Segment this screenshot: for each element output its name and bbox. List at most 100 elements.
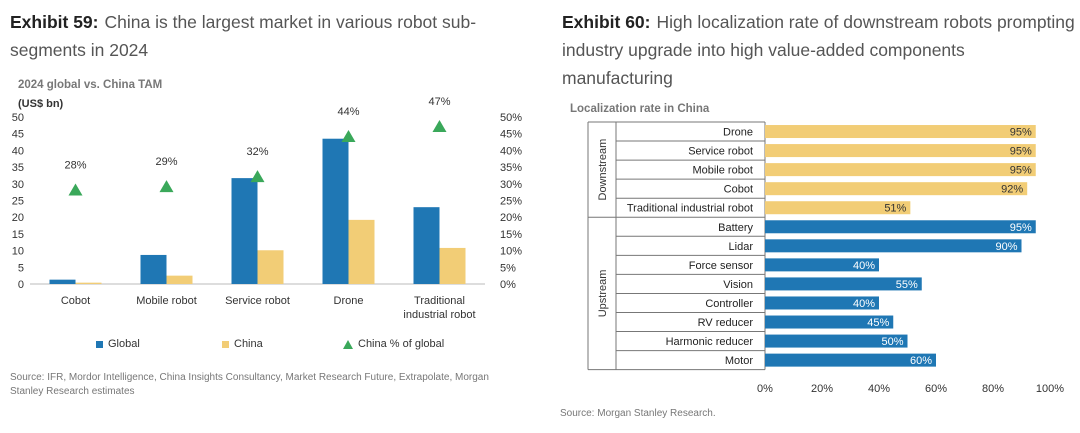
x-category-label: industrial robot	[403, 309, 475, 321]
localization-bar	[765, 334, 908, 348]
y-tick-label: 0	[18, 279, 24, 291]
bar-value-label: 92%	[1001, 184, 1023, 196]
y-tick-label: 20	[12, 212, 24, 224]
chart-60: Downstream Upstream Drone 95% Service robot 9…	[587, 121, 1064, 395]
category-label: Force sensor	[689, 260, 754, 272]
y2-tick-label: 5%	[500, 262, 516, 274]
exhibit-60-source: Source: Morgan Stanley Research.	[560, 408, 716, 419]
chart-59: 0 5 10 15 20 25 30 35 40 45 50 0% 5% 10% 15% 20% 25% 30% 3…	[12, 96, 522, 321]
x-tick-label: 0%	[757, 383, 773, 395]
bar-global	[140, 254, 167, 284]
y2-tick-label: 40%	[500, 145, 522, 157]
exhibit-59-number: Exhibit 59:	[10, 12, 99, 32]
china-pct-marker	[250, 170, 265, 183]
y2-tick-label: 0%	[500, 279, 516, 291]
bar-global	[231, 178, 258, 284]
bar-value-label: 40%	[853, 298, 875, 310]
bar-global	[49, 279, 76, 284]
localization-bar	[765, 182, 1028, 196]
localization-bar	[765, 353, 936, 367]
y2-tick-label: 30%	[500, 179, 522, 191]
legend-china-pct: China % of global	[343, 338, 444, 350]
exhibit-60-title-text: High localization rate of downstream rob…	[562, 12, 1075, 88]
bar-value-label: 95%	[1010, 127, 1032, 139]
chart-60-subtitle: Localization rate in China	[570, 103, 710, 115]
category-label: RV reducer	[698, 317, 754, 329]
y-tick-label: 5	[18, 262, 24, 274]
category-label: Battery	[718, 222, 753, 234]
exhibit-59-source: Source: IFR, Mordor Intelligence, China …	[10, 372, 489, 397]
y-tick-label: 25	[12, 196, 24, 208]
category-label: Cobot	[724, 184, 753, 196]
legend-china-label: China	[234, 338, 263, 350]
legend-global-label: Global	[108, 338, 140, 350]
y-tick-label: 10	[12, 246, 24, 258]
chart-59-unit-label: (US$ bn)	[18, 98, 64, 110]
category-label: Mobile robot	[692, 165, 753, 177]
y2-tick-label: 45%	[500, 129, 522, 141]
y2-tick-label: 50%	[500, 112, 522, 124]
x-category-label: Cobot	[61, 295, 90, 307]
group-label-downstream: Downstream	[597, 139, 609, 201]
x-category-label: Mobile robot	[136, 295, 197, 307]
chart-59-subtitle: 2024 global vs. China TAM	[18, 79, 163, 91]
bar-value-label: 51%	[884, 203, 906, 215]
bar-value-label: 95%	[1010, 165, 1032, 177]
y-tick-label: 50	[12, 112, 24, 124]
bar-china	[348, 219, 375, 284]
bar-value-label: 60%	[910, 355, 932, 367]
bar-china	[439, 247, 466, 284]
china-pct-label: 47%	[428, 96, 450, 108]
bar-china	[257, 250, 284, 284]
category-label: Drone	[723, 127, 753, 139]
localization-bar	[765, 125, 1036, 139]
localization-bar	[765, 315, 894, 329]
category-label: Vision	[723, 279, 753, 291]
y-tick-label: 35	[12, 162, 24, 174]
group-label-upstream: Upstream	[597, 270, 609, 318]
category-label: Controller	[705, 298, 753, 310]
y2-tick-label: 10%	[500, 246, 522, 258]
exhibit-60-number: Exhibit 60:	[562, 12, 651, 32]
exhibit-59-title-text: China is the largest market in various r…	[10, 12, 477, 60]
bar-value-label: 45%	[867, 317, 889, 329]
category-label: Service robot	[688, 146, 753, 158]
x-tick-label: 20%	[811, 383, 833, 395]
china-pct-marker	[68, 183, 83, 196]
china-pct-label: 28%	[64, 159, 86, 171]
y-tick-label: 30	[12, 179, 24, 191]
china-pct-label: 44%	[337, 106, 359, 118]
china-pct-marker	[432, 120, 447, 133]
china-pct-marker	[341, 130, 356, 143]
x-category-label: Drone	[334, 295, 364, 307]
bar-value-label: 55%	[896, 279, 918, 291]
y-tick-label: 40	[12, 145, 24, 157]
x-tick-label: 80%	[982, 383, 1004, 395]
legend-china-pct-label: China % of global	[358, 338, 445, 350]
bar-value-label: 95%	[1010, 146, 1032, 158]
bar-value-label: 95%	[1010, 222, 1032, 234]
y2-tick-label: 35%	[500, 162, 522, 174]
localization-bar	[765, 201, 911, 215]
y-tick-label: 15	[12, 229, 24, 241]
triangle-icon	[343, 339, 353, 349]
exhibit-60-title: Exhibit 60: High localization rate of dow…	[562, 8, 1077, 92]
bar-value-label: 50%	[881, 336, 903, 348]
china-pct-label: 29%	[155, 156, 177, 168]
y-tick-label: 45	[12, 129, 24, 141]
y2-tick-label: 20%	[500, 212, 522, 224]
localization-bar	[765, 144, 1036, 158]
category-label: Traditional industrial robot	[627, 203, 753, 215]
y2-tick-label: 15%	[500, 229, 522, 241]
bar-value-label: 90%	[995, 241, 1017, 253]
exhibit-60-panel: Exhibit 60: High localization rate of dow…	[550, 0, 1080, 433]
china-pct-marker	[159, 180, 174, 193]
localization-bar	[765, 258, 879, 272]
exhibit-59-panel: Exhibit 59: China is the largest market i…	[10, 12, 522, 397]
x-tick-label: 100%	[1036, 383, 1064, 395]
category-label: Harmonic reducer	[666, 336, 754, 348]
localization-bar	[765, 296, 879, 310]
legend-global-swatch	[96, 340, 103, 348]
x-tick-label: 40%	[868, 383, 890, 395]
legend-china: China	[222, 338, 263, 350]
